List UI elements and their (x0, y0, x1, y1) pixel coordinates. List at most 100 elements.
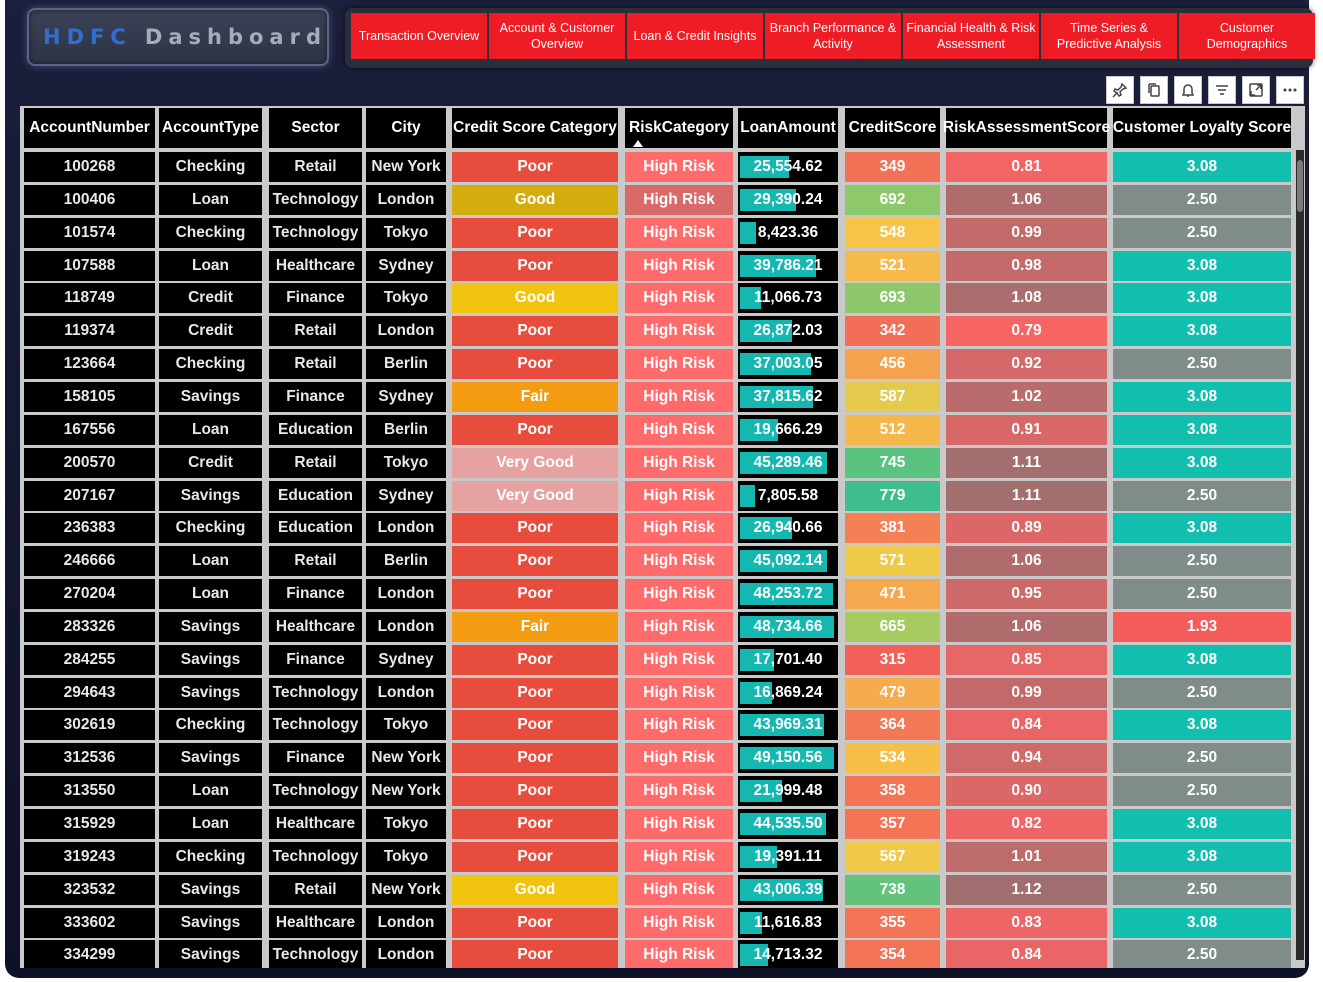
column-header-sector[interactable]: Sector (269, 108, 362, 148)
cell-city: New York (366, 743, 446, 774)
loan-amount-bar (740, 780, 782, 803)
loan-amount-bar (740, 648, 774, 671)
nav-button-loan-credit-insights[interactable]: Loan & Credit Insights (627, 13, 763, 59)
cell-accountnumber: 200570 (24, 447, 155, 478)
cell-customer-loyalty-score: 3.08 (1113, 644, 1291, 675)
nav-button-account-customer-overview[interactable]: Account & Customer Overview (489, 13, 625, 59)
cell-city: New York (366, 152, 446, 182)
copy-button[interactable] (1140, 76, 1168, 104)
cell-sector: Technology (269, 841, 362, 872)
cell-accounttype: Credit (159, 447, 262, 478)
cell-creditscore: 358 (845, 776, 940, 807)
loan-amount-value: 7,805.58 (757, 486, 819, 504)
more-button[interactable] (1276, 76, 1304, 104)
loan-amount-value: 43,006.39 (753, 880, 823, 898)
column-header-riskassessmentscore[interactable]: RiskAssessmentScore (943, 108, 1110, 148)
cell-accounttype: Credit (159, 316, 262, 347)
cell-loanamount: 29,390.24 (738, 184, 838, 215)
cell-creditscore: 779 (845, 480, 940, 511)
column-header-customer-loyalty-score[interactable]: Customer Loyalty Score (1113, 108, 1291, 148)
logo-title: Dashboard (144, 25, 327, 49)
cell-city: Berlin (366, 349, 446, 380)
cell-accountnumber: 236383 (24, 513, 155, 544)
cell-customer-loyalty-score: 3.08 (1113, 710, 1291, 741)
loan-amount-bar (740, 451, 827, 474)
loan-amount-bar (740, 418, 778, 441)
cell-city: London (366, 940, 446, 968)
cell-city: Berlin (366, 414, 446, 445)
cell-credit-score-category: Poor (452, 743, 618, 774)
cell-accounttype: Savings (159, 644, 262, 675)
loan-amount-value: 19,391.11 (753, 847, 823, 865)
nav-button-customer-demographics[interactable]: Customer Demographics (1179, 13, 1315, 59)
cell-credit-score-category: Fair (452, 381, 618, 412)
cell-riskcategory: High Risk (625, 677, 733, 708)
column-header-riskcategory[interactable]: RiskCategory (625, 108, 733, 148)
cell-accountnumber: 283326 (24, 611, 155, 642)
filter-button[interactable] (1208, 76, 1236, 104)
cell-creditscore: 521 (845, 250, 940, 281)
cell-riskcategory: High Risk (625, 184, 733, 215)
cell-accountnumber: 334299 (24, 940, 155, 968)
cell-sector: Retail (269, 447, 362, 478)
bell-icon (1181, 84, 1195, 97)
cell-accounttype: Savings (159, 611, 262, 642)
bell-button[interactable] (1174, 76, 1202, 104)
cell-riskassessmentscore: 1.01 (946, 841, 1107, 872)
cell-loanamount: 49,150.56 (738, 743, 838, 774)
cell-customer-loyalty-score: 2.50 (1113, 940, 1291, 968)
cell-city: Tokyo (366, 283, 446, 314)
cell-creditscore: 349 (845, 152, 940, 182)
loan-amount-value: 25,554.62 (753, 158, 823, 175)
nav-button-branch-performance-activity[interactable]: Branch Performance & Activity (765, 13, 901, 59)
cell-accounttype: Checking (159, 513, 262, 544)
cell-sector: Education (269, 414, 362, 445)
cell-riskassessmentscore: 0.91 (946, 414, 1107, 445)
logo-brand: HDFC (43, 25, 132, 49)
visual-toolbar (1106, 76, 1304, 104)
column-header-city[interactable]: City (366, 108, 446, 148)
loan-amount-bar (740, 484, 755, 507)
cell-riskassessmentscore: 0.84 (946, 940, 1107, 968)
nav-button-financial-health-risk-assessment[interactable]: Financial Health & Risk Assessment (903, 13, 1039, 59)
loan-amount-value: 19,666.29 (753, 420, 823, 438)
loan-amount-bar (740, 353, 811, 376)
cell-credit-score-category: Poor (452, 907, 618, 938)
loan-amount-value: 21,999.48 (753, 782, 823, 800)
scrollbar-thumb[interactable] (1297, 160, 1303, 212)
cell-riskassessmentscore: 0.99 (946, 217, 1107, 248)
cell-riskcategory: High Risk (625, 480, 733, 511)
cell-riskassessmentscore: 1.06 (946, 184, 1107, 215)
nav-button-time-series-predictive-analysis[interactable]: Time Series & Predictive Analysis (1041, 13, 1177, 59)
cell-accountnumber: 323532 (24, 874, 155, 905)
cell-sector: Healthcare (269, 907, 362, 938)
loan-amount-value: 37,003.05 (753, 355, 823, 373)
cell-riskcategory: High Risk (625, 809, 733, 839)
cell-accountnumber: 158105 (24, 381, 155, 412)
loan-amount-bar (740, 747, 834, 770)
loan-amount-bar (740, 714, 824, 737)
cell-riskassessmentscore: 0.94 (946, 743, 1107, 774)
nav-button-transaction-overview[interactable]: Transaction Overview (351, 13, 487, 59)
column-header-credit-score-category[interactable]: Credit Score Category (452, 108, 618, 148)
column-header-loanamount[interactable]: LoanAmount (738, 108, 838, 148)
cell-customer-loyalty-score: 3.08 (1113, 283, 1291, 314)
expand-button[interactable] (1242, 76, 1270, 104)
cell-credit-score-category: Poor (452, 841, 618, 872)
column-header-accountnumber[interactable]: AccountNumber (24, 108, 155, 148)
table-scrollbar[interactable] (1296, 150, 1304, 960)
cell-creditscore: 692 (845, 184, 940, 215)
column-header-label: Sector (291, 119, 340, 136)
cell-accountnumber: 302619 (24, 710, 155, 741)
cell-riskassessmentscore: 0.82 (946, 809, 1107, 839)
cell-accounttype: Savings (159, 907, 262, 938)
cell-sector: Technology (269, 776, 362, 807)
cell-city: New York (366, 776, 446, 807)
cell-riskassessmentscore: 0.81 (946, 152, 1107, 182)
cell-accountnumber: 100406 (24, 184, 155, 215)
column-header-creditscore[interactable]: CreditScore (845, 108, 940, 148)
cell-accounttype: Loan (159, 809, 262, 839)
pin-button[interactable] (1106, 76, 1134, 104)
column-header-label: CreditScore (848, 119, 937, 136)
column-header-accounttype[interactable]: AccountType (159, 108, 262, 148)
